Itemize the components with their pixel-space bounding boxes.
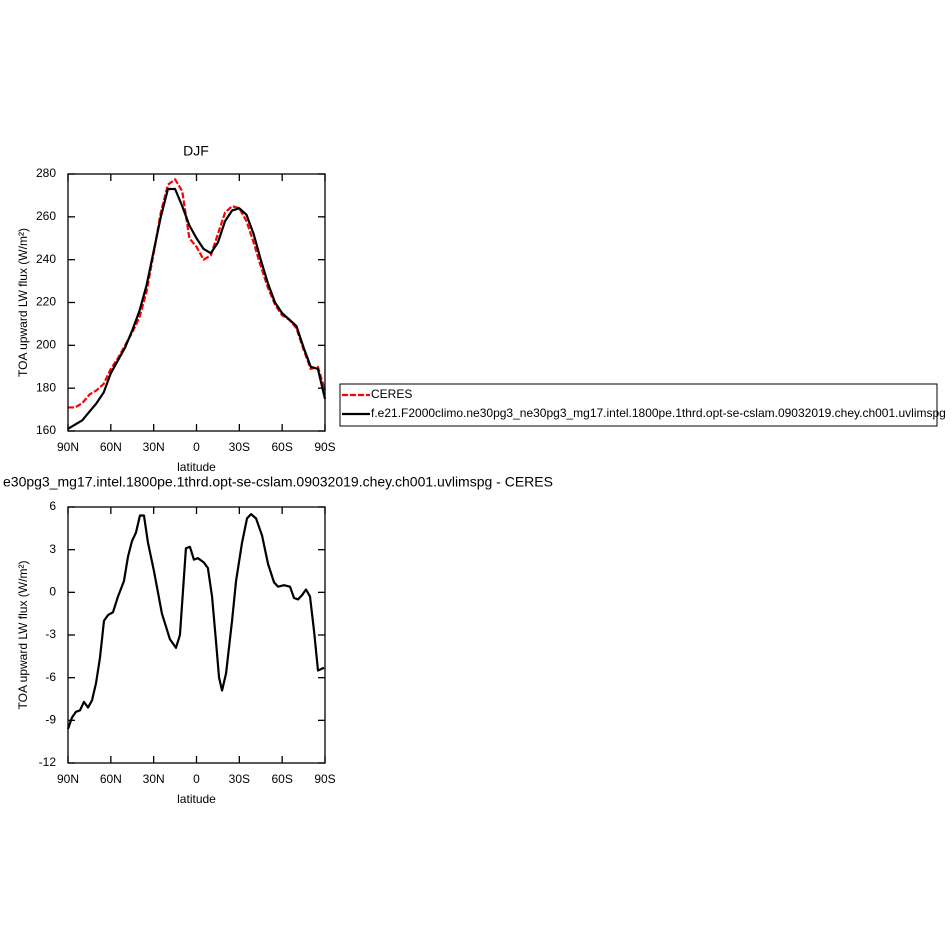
- plot-frame: [67, 173, 326, 432]
- x-tick-label: 90S: [314, 440, 335, 454]
- legend-label: f.e21.F2000climo.ne30pg3_ne30pg3_mg17.in…: [371, 406, 946, 420]
- x-tick-label: 30N: [143, 440, 165, 454]
- x-tick-label: 60S: [271, 440, 292, 454]
- x-tick-label: 90S: [314, 772, 335, 786]
- y-tick-label: 0: [49, 585, 56, 599]
- legend-label: CERES: [371, 387, 412, 401]
- x-tick-label: 60N: [100, 772, 122, 786]
- legend-box: [339, 383, 938, 427]
- y-tick-label: 6: [49, 499, 56, 513]
- data-line: [66, 513, 325, 730]
- data-line: [68, 178, 327, 409]
- y-tick-label: 160: [36, 423, 56, 437]
- x-tick-label: 30N: [143, 772, 165, 786]
- y-tick-label: 280: [36, 166, 56, 180]
- data-line: [67, 187, 327, 430]
- y-tick-label: 200: [36, 338, 56, 352]
- y-tick-label: 220: [36, 295, 56, 309]
- x-axis-label: latitude: [177, 792, 216, 806]
- y-axis-label: TOA upward LW flux (W/m²): [16, 228, 30, 377]
- x-tick-label: 60S: [271, 772, 292, 786]
- x-tick-label: 60N: [100, 440, 122, 454]
- y-axis-label: TOA upward LW flux (W/m²): [16, 561, 30, 710]
- y-tick-label: 240: [36, 252, 56, 266]
- y-tick-label: 3: [49, 542, 56, 556]
- x-tick-label: 0: [193, 440, 200, 454]
- chart-title: e30pg3_mg17.intel.1800pe.1thrd.opt-se-cs…: [3, 474, 553, 490]
- x-axis-label: latitude: [177, 460, 216, 474]
- y-tick-label: -9: [45, 713, 56, 727]
- x-tick-label: 0: [193, 772, 200, 786]
- y-tick-label: 260: [36, 209, 56, 223]
- x-tick-label: 90N: [57, 772, 79, 786]
- x-tick-label: 30S: [229, 772, 250, 786]
- x-tick-label: 90N: [57, 440, 79, 454]
- x-tick-label: 30S: [229, 440, 250, 454]
- y-tick-label: -6: [45, 670, 56, 684]
- plot-frame: [67, 506, 326, 764]
- y-tick-label: -12: [39, 755, 57, 769]
- y-tick-label: -3: [45, 627, 56, 641]
- y-tick-label: 180: [36, 380, 56, 394]
- chart-title: DJF: [183, 143, 209, 159]
